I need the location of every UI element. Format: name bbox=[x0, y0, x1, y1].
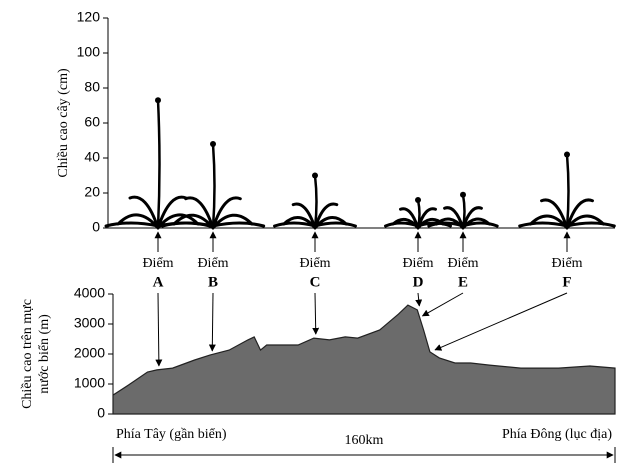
y-tick-label: 40 bbox=[84, 149, 100, 165]
plant-leaves bbox=[384, 207, 452, 230]
point-letter: C bbox=[310, 274, 321, 290]
plant-leaves bbox=[160, 196, 266, 230]
y-tick-label: 20 bbox=[84, 184, 100, 200]
y-tick-label: 1000 bbox=[74, 375, 105, 391]
y-tick-label: 2000 bbox=[74, 345, 105, 361]
plant-leaves bbox=[104, 195, 212, 230]
plant-leaves bbox=[273, 202, 357, 230]
point-label: Điểm bbox=[551, 256, 582, 271]
point-label: Điểm bbox=[197, 256, 228, 271]
arrow bbox=[155, 292, 163, 367]
elevation-area bbox=[112, 304, 616, 415]
point-letter: E bbox=[458, 274, 468, 290]
west-label: Phía Tây (gần biển) bbox=[116, 427, 227, 442]
plant-flower bbox=[564, 151, 570, 158]
point-label: Điểm bbox=[142, 256, 173, 271]
point-label: Điểm bbox=[402, 256, 433, 271]
y-axis-title: Chiều cao cây (cm) bbox=[56, 68, 71, 178]
plant-stem bbox=[211, 143, 216, 229]
y-tick-label: 80 bbox=[84, 79, 100, 95]
plant-flower bbox=[155, 97, 161, 104]
plant-stem bbox=[461, 194, 466, 229]
arrow bbox=[434, 292, 568, 351]
arrow bbox=[415, 292, 423, 307]
y-tick-label: 3000 bbox=[74, 315, 105, 331]
point-label: Điểm bbox=[447, 256, 478, 271]
plant-stem bbox=[156, 100, 161, 229]
y-axis-title: nước biển (m) bbox=[37, 314, 52, 394]
y-tick-label: 0 bbox=[92, 219, 100, 235]
point-letter: D bbox=[413, 274, 424, 290]
point-label: Điểm bbox=[299, 256, 330, 271]
plant-flower bbox=[210, 141, 216, 147]
plant-flower bbox=[460, 191, 466, 198]
arrow bbox=[312, 292, 320, 335]
point-letter: B bbox=[208, 274, 218, 290]
y-tick-label: 120 bbox=[77, 9, 101, 25]
y-tick-label: 0 bbox=[97, 405, 105, 421]
plant-leaves bbox=[518, 198, 616, 230]
arrow bbox=[421, 292, 464, 317]
y-axis-title: Chiều cao trên mực bbox=[20, 299, 35, 409]
plant-flower bbox=[415, 197, 421, 203]
y-tick-label: 100 bbox=[77, 44, 101, 60]
y-tick-label: 60 bbox=[84, 114, 100, 130]
plant-leaves bbox=[427, 206, 499, 230]
distance-label: 160km bbox=[345, 433, 384, 448]
plant-stem bbox=[313, 175, 318, 229]
plant-stem bbox=[416, 199, 421, 229]
plant-flower bbox=[312, 172, 318, 179]
plant-stem bbox=[565, 154, 570, 229]
point-letter: A bbox=[153, 274, 164, 290]
east-label: Phía Đông (lục địa) bbox=[502, 427, 612, 442]
y-tick-label: 4000 bbox=[74, 285, 105, 301]
arrow bbox=[208, 292, 216, 352]
point-letter: F bbox=[562, 274, 571, 290]
